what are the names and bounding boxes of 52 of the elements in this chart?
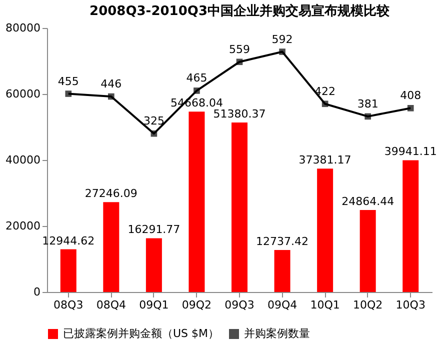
x-tick-label: 10Q3 xyxy=(396,298,426,312)
data-label: 39941.11 xyxy=(384,145,437,158)
bar xyxy=(317,168,334,292)
bar xyxy=(146,238,162,292)
x-tick-label: 09Q2 xyxy=(182,298,212,312)
data-label: 325 xyxy=(143,114,164,128)
legend-label: 并购案例数量 xyxy=(244,327,310,340)
point xyxy=(236,58,243,66)
bar xyxy=(188,112,205,292)
data-label: 455 xyxy=(58,74,79,88)
x-tick-label: 10Q1 xyxy=(310,298,340,312)
point xyxy=(322,100,328,108)
data-label: 24864.44 xyxy=(342,194,394,208)
data-label: 37381.17 xyxy=(298,154,352,167)
x-tick-label: 08Q4 xyxy=(96,298,126,312)
point xyxy=(279,48,286,55)
data-label: 12944.62 xyxy=(42,234,95,248)
y-tick-label: 80000 xyxy=(6,22,40,34)
bar xyxy=(232,122,248,292)
point xyxy=(364,113,371,120)
y-tick-label: 20000 xyxy=(6,220,40,232)
data-label: 381 xyxy=(357,97,378,110)
legend-label: 已披露案例并购金额（US $M） xyxy=(63,327,220,340)
x-tick-label: 10Q2 xyxy=(353,298,383,312)
point xyxy=(194,88,200,94)
point xyxy=(150,130,158,137)
x-tick-label: 09Q4 xyxy=(267,298,298,312)
data-label: 408 xyxy=(400,89,422,102)
point xyxy=(407,104,414,112)
x-tick-label: 09Q1 xyxy=(139,298,169,312)
bar xyxy=(103,202,120,292)
data-label: 16291.77 xyxy=(128,223,180,236)
bar xyxy=(60,249,76,292)
data-label: 51380.37 xyxy=(213,107,266,120)
point xyxy=(65,90,72,97)
data-label: 422 xyxy=(314,84,336,98)
bar xyxy=(402,160,419,292)
data-label: 592 xyxy=(272,32,293,46)
chart-title: 2008Q3-2010Q3中国企业并购交易宣布规模比较 xyxy=(90,3,390,19)
point xyxy=(108,93,114,100)
data-label: 446 xyxy=(100,78,122,91)
bar xyxy=(274,250,290,292)
x-tick-label: 08Q3 xyxy=(54,298,84,312)
data-label: 559 xyxy=(229,42,250,56)
data-label: 27246.09 xyxy=(84,187,138,200)
bar xyxy=(360,210,376,292)
y-tick-label: 0 xyxy=(34,286,40,298)
x-tick-label: 09Q3 xyxy=(224,298,254,312)
data-label: 12737.42 xyxy=(256,234,309,248)
y-tick-label: 60000 xyxy=(6,88,40,100)
data-label: 465 xyxy=(186,72,208,85)
y-tick-label: 40000 xyxy=(6,154,40,166)
